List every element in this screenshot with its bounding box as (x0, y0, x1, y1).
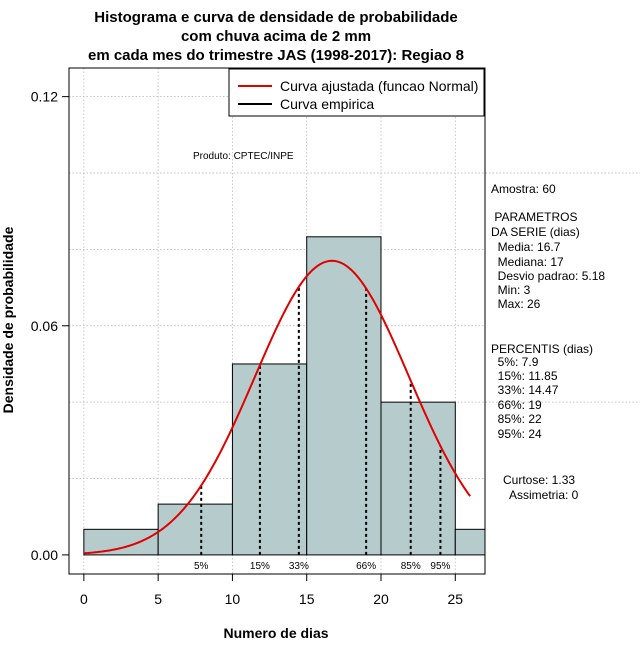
stat-percentiles-heading: PERCENTIS (dias) (491, 342, 593, 356)
fitted-normal-curve (83, 259, 471, 555)
y-tick-label: 0.06 (31, 318, 58, 334)
product-annotation: Produto: CPTEC/INPE (193, 151, 294, 162)
stat-p15: 15%: 11.85 (491, 369, 558, 383)
axes-layer: 0 5 10 15 20 25 0.00 0.06 0.12 (31, 89, 464, 607)
legend-label-fitted-curve: Curva ajustada (funcao Normal) (280, 78, 478, 94)
y-tick-label: 0.00 (31, 547, 58, 563)
x-tick-label: 0 (80, 591, 88, 607)
stat-p33: 33%: 14.47 (491, 383, 559, 397)
x-axis-label: Numero de dias (223, 625, 328, 641)
chart-title-line-3: em cada mes do trimestre JAS (1998-2017)… (88, 47, 464, 64)
x-tick-label: 20 (373, 591, 389, 607)
curve-layer (83, 259, 471, 555)
stat-max: Max: 26 (491, 297, 541, 311)
stat-sample-size: Amostra: 60 (491, 182, 556, 196)
percentile-label: 15% (250, 561, 270, 572)
bars-layer (83, 236, 486, 556)
plot-frame (68, 67, 486, 575)
stat-p66: 66%: 19 (491, 398, 542, 412)
percentile-label: 5% (194, 561, 209, 572)
statistics-panel: Amostra: 60 PARAMETROS DA SERIE (dias) M… (491, 182, 605, 502)
stat-kurtosis: Curtose: 1.33 (503, 473, 575, 487)
legend-label-empirical-curve: Curva empirica (280, 96, 374, 112)
x-tick-label: 25 (447, 591, 463, 607)
histogram-bar (231, 363, 308, 556)
stat-params-subheading: DA SERIE (dias) (491, 225, 580, 239)
histogram-bar (83, 528, 159, 556)
x-tick-label: 5 (154, 591, 162, 607)
chart-title-line-2: com chuva acima de 2 mm (181, 28, 371, 45)
percentile-lines-layer: 5% 15% 33% 66% 85% 95% (194, 286, 451, 572)
histogram-bar (380, 401, 456, 556)
chart-title-line-1: Histograma e curva de densidade de proba… (94, 9, 457, 26)
stat-min: Min: 3 (491, 283, 531, 297)
legend: Curva ajustada (funcao Normal) Curva emp… (228, 68, 485, 117)
stat-median: Mediana: 17 (491, 255, 564, 269)
percentile-label: 66% (356, 561, 376, 572)
percentile-label: 95% (430, 561, 450, 572)
x-tick-label: 10 (225, 591, 241, 607)
stat-p5: 5%: 7.9 (491, 355, 539, 369)
stat-skewness: Assimetria: 0 (503, 488, 579, 502)
histogram-bar (157, 503, 233, 556)
percentile-label: 85% (401, 561, 421, 572)
stat-p95: 95%: 24 (491, 427, 542, 441)
stat-std-dev: Desvio padrao: 5.18 (491, 269, 605, 283)
y-axis-label: Densidade de probabilidade (0, 226, 16, 413)
histogram-bar (306, 236, 382, 556)
percentile-label: 33% (289, 561, 309, 572)
histogram-bar (454, 528, 486, 556)
x-tick-label: 15 (299, 591, 315, 607)
legend-box (228, 68, 485, 117)
stat-p85: 85%: 22 (491, 412, 542, 426)
stat-mean: Media: 16.7 (491, 240, 561, 254)
stat-params-heading: PARAMETROS (491, 210, 577, 224)
y-tick-label: 0.12 (31, 89, 58, 105)
